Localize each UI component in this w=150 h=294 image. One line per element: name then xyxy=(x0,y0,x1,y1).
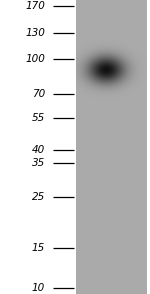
Text: 25: 25 xyxy=(32,192,45,202)
Text: 70: 70 xyxy=(32,89,45,99)
Text: 100: 100 xyxy=(25,54,45,64)
Text: 15: 15 xyxy=(32,243,45,253)
Text: 170: 170 xyxy=(25,1,45,11)
Text: 10: 10 xyxy=(32,283,45,293)
Text: 130: 130 xyxy=(25,28,45,38)
Text: 40: 40 xyxy=(32,145,45,155)
Text: 35: 35 xyxy=(32,158,45,168)
Text: 55: 55 xyxy=(32,113,45,123)
